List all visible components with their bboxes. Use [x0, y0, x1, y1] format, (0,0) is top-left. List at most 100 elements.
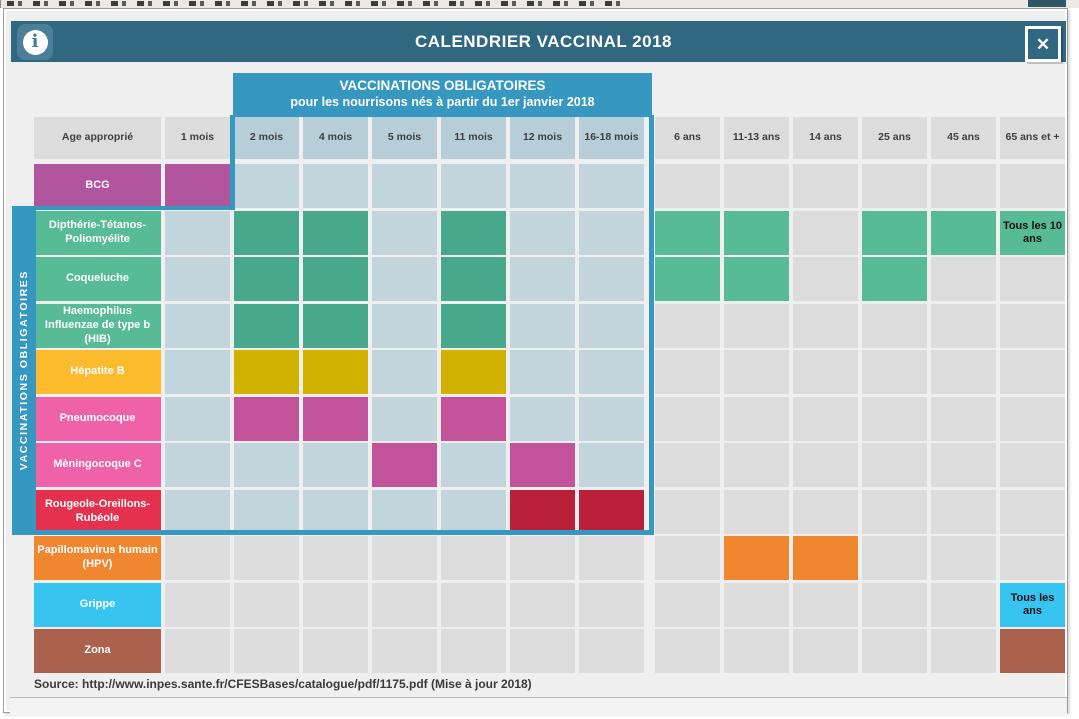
cell [1000, 490, 1065, 534]
cell [579, 350, 644, 394]
cell [655, 211, 720, 255]
col-header: 4 mois [303, 117, 368, 159]
col-header: 45 ans [931, 117, 996, 159]
cell [441, 257, 506, 301]
cell [165, 397, 230, 441]
cell [372, 257, 437, 301]
cell [441, 211, 506, 255]
background-window-edge [0, 0, 1079, 8]
cell [655, 350, 720, 394]
background-window-fragment [1028, 0, 1066, 7]
cell [165, 350, 230, 394]
cell [372, 350, 437, 394]
close-icon: ✕ [1035, 34, 1051, 54]
obligatory-subtitle: pour les nourrisons nés à partir du 1er … [290, 95, 595, 109]
title-bar [11, 21, 1066, 62]
info-button[interactable]: i [17, 24, 53, 60]
cell [579, 629, 644, 673]
cell [1000, 629, 1065, 673]
region-border-left [230, 115, 235, 210]
cell [793, 397, 858, 441]
cell [931, 443, 996, 487]
close-button[interactable]: ✕ [1025, 26, 1061, 62]
cell [165, 164, 230, 208]
cell [303, 164, 368, 208]
cell [441, 583, 506, 627]
cell [372, 629, 437, 673]
cell [931, 304, 996, 348]
row-label: Zona [34, 629, 161, 673]
cell [441, 397, 506, 441]
cell [1000, 164, 1065, 208]
cell [579, 397, 644, 441]
col-header: 25 ans [862, 117, 927, 159]
row-label: Coqueluche [34, 257, 161, 301]
row-label: Pneumocoque [34, 397, 161, 441]
col-header: 2 mois [234, 117, 299, 159]
cell [793, 629, 858, 673]
cell: Tous les 10 ans [1000, 211, 1065, 255]
cell [372, 583, 437, 627]
cell [234, 536, 299, 580]
cell [441, 490, 506, 534]
cell [1000, 304, 1065, 348]
row-label: Dipthérie-Tétanos-Poliomyélite [34, 211, 161, 255]
cell [1000, 350, 1065, 394]
cell [303, 304, 368, 348]
cell [793, 211, 858, 255]
cell [862, 443, 927, 487]
cell [793, 443, 858, 487]
cell [165, 211, 230, 255]
cell [862, 629, 927, 673]
obligatory-title: VACCINATIONS OBLIGATOIRES [339, 78, 546, 93]
cell [655, 443, 720, 487]
cell [234, 304, 299, 348]
cell [793, 583, 858, 627]
col-header: 11-13 ans [724, 117, 789, 159]
cell [1000, 397, 1065, 441]
cell [303, 443, 368, 487]
cell [724, 490, 789, 534]
cell [931, 350, 996, 394]
cell [579, 211, 644, 255]
cell [510, 257, 575, 301]
region-border-bottom [12, 530, 654, 535]
cell [862, 536, 927, 580]
cell [303, 629, 368, 673]
cell [303, 257, 368, 301]
cell [862, 164, 927, 208]
cell [234, 164, 299, 208]
cell [165, 490, 230, 534]
cell [510, 164, 575, 208]
cell [655, 629, 720, 673]
cell [579, 164, 644, 208]
cell [862, 211, 927, 255]
cell [234, 257, 299, 301]
cell [441, 350, 506, 394]
cell [862, 350, 927, 394]
cell [303, 397, 368, 441]
cell [931, 211, 996, 255]
cell [165, 536, 230, 580]
cell [655, 397, 720, 441]
cell [165, 583, 230, 627]
cell [579, 490, 644, 534]
row-label: Papillomavirus humain (HPV) [34, 536, 161, 580]
cell [510, 211, 575, 255]
cell [793, 536, 858, 580]
cell [655, 304, 720, 348]
cell [724, 257, 789, 301]
cell [510, 490, 575, 534]
cell [234, 350, 299, 394]
cell [724, 583, 789, 627]
cell [165, 443, 230, 487]
info-icon: i [22, 29, 48, 55]
cell [724, 304, 789, 348]
cell [510, 583, 575, 627]
cell [931, 536, 996, 580]
row-label: Grippe [34, 583, 161, 627]
cell [931, 490, 996, 534]
cell [303, 583, 368, 627]
cell [724, 350, 789, 394]
